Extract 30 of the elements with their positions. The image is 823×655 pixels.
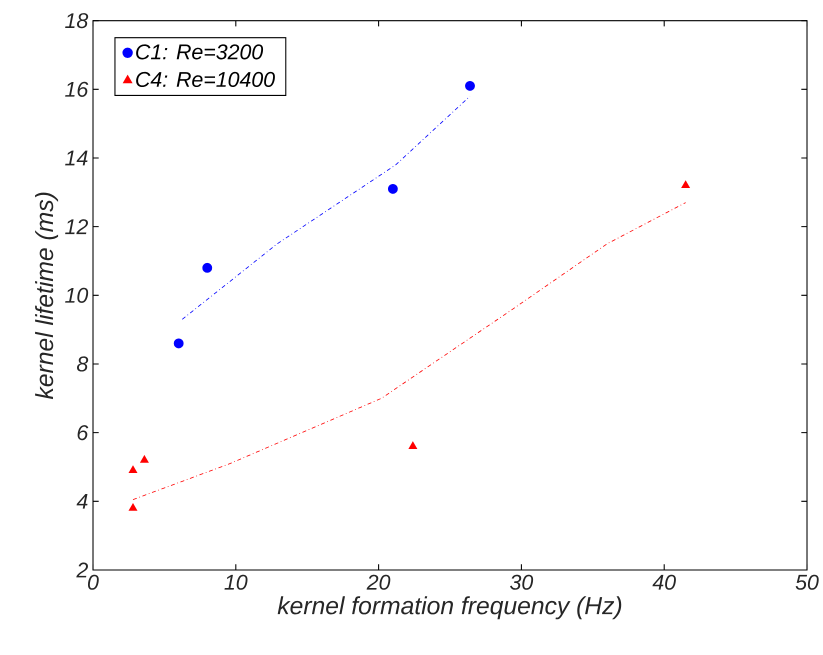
legend-label: C4: Re=10400 (136, 72, 275, 87)
point (388, 184, 398, 194)
y-tick-label: 6 (78, 425, 88, 440)
x-tick-label: 50 (796, 574, 819, 590)
point (465, 80, 475, 91)
line-series (182, 96, 470, 320)
y-tick-label: 8 (76, 356, 88, 372)
y-tick-label: 12 (65, 219, 88, 234)
point (128, 503, 138, 511)
y-tick-label: 16 (65, 82, 88, 97)
x-tick-label: 10 (224, 574, 248, 590)
y-tick-label: 4 (76, 494, 88, 509)
x-tick-label: 30 (510, 574, 534, 590)
x-tick-label: 0 (88, 574, 99, 590)
y-tick-label: 14 (65, 150, 88, 166)
point (174, 338, 184, 348)
y-axis-title: kernel lifetime (ms) (35, 192, 58, 400)
point (128, 465, 138, 474)
y-tick-label: 18 (65, 13, 88, 28)
point (140, 455, 149, 463)
y-tick-label: 10 (65, 288, 88, 303)
x-tick-label: 40 (652, 574, 676, 590)
x-tick-label: 20 (366, 574, 390, 590)
point (202, 262, 212, 273)
x-axis-title: kernel formation frequency (Hz) (278, 596, 622, 620)
y-tick-label: 2 (76, 562, 88, 578)
point (408, 441, 418, 449)
point (681, 180, 690, 188)
legend-label: C1: Re=3200 (136, 44, 264, 60)
line-series (132, 202, 686, 500)
